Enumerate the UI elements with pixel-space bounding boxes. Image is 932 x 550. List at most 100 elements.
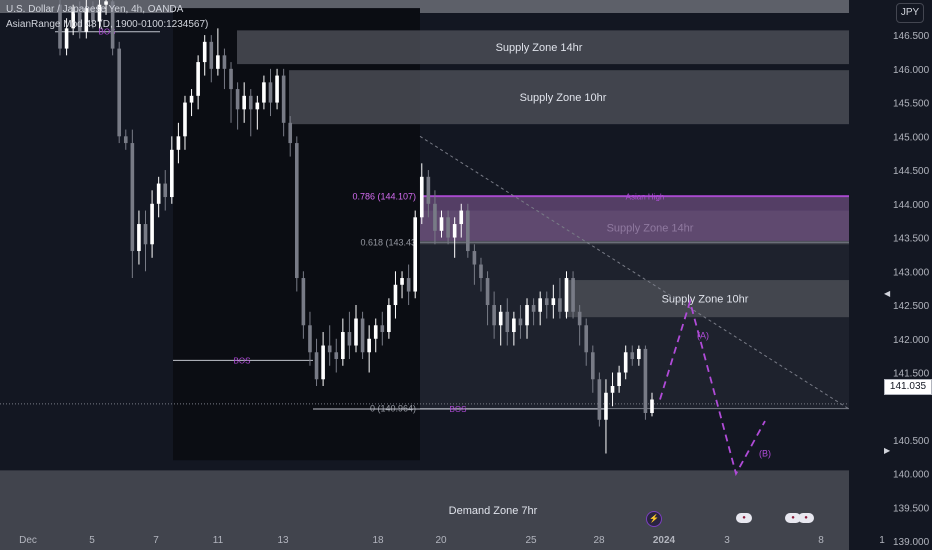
price-tick-label: 145.500 (893, 99, 930, 110)
candle-body (433, 203, 437, 231)
candle-body (387, 305, 391, 333)
candle-body (308, 325, 312, 353)
candle-body (97, 4, 102, 22)
candle-body (498, 311, 503, 326)
candle-body (189, 95, 194, 103)
price-tick-label: 139.000 (893, 537, 930, 548)
time-tick-label: 11 (213, 535, 224, 546)
price-tick-label: 144.500 (893, 166, 930, 177)
lightning-icon[interactable]: ⚡ (646, 511, 662, 527)
price-tick-label: 142.500 (893, 301, 930, 312)
time-tick-label: 3 (724, 535, 730, 546)
candle-body (439, 217, 444, 231)
currency-button[interactable]: JPY (896, 3, 924, 23)
candle-body (472, 251, 477, 265)
candle-body (525, 305, 529, 326)
candle-body (531, 305, 536, 312)
candle-body (255, 102, 260, 110)
candle-body (150, 203, 154, 245)
candle-body (413, 217, 418, 292)
candle-body (110, 1, 115, 49)
candle-body (334, 352, 339, 360)
candle-body (406, 278, 411, 292)
candle-body (327, 345, 332, 353)
arrow-right-icon: ▶ (884, 446, 891, 455)
candle-body (235, 89, 240, 110)
candle-body (137, 224, 141, 252)
candle-body (130, 143, 135, 252)
candle-body (301, 278, 306, 326)
candle-body (341, 332, 345, 360)
projection-label: (B) (759, 448, 771, 458)
candle-body (170, 149, 174, 198)
price-axis (849, 0, 932, 550)
candle-body (183, 102, 187, 137)
time-tick-label: 18 (372, 535, 384, 546)
candle-body (643, 348, 648, 414)
candle-body (123, 136, 128, 144)
candle-body (64, 28, 69, 49)
arrow-right-icon: ◀ (884, 289, 891, 298)
candle-body (590, 352, 595, 380)
candle-body (584, 325, 589, 353)
candle-body (505, 311, 510, 333)
candle-body (156, 183, 161, 204)
zone-box (565, 280, 849, 318)
flag-icon[interactable]: ● (798, 513, 814, 523)
price-tick-label: 140.000 (893, 470, 930, 481)
candle-body (617, 372, 621, 387)
time-tick-label: 20 (435, 535, 447, 546)
candle-body (564, 278, 569, 312)
zone-box (237, 30, 849, 65)
price-tick-label: 143.500 (893, 234, 930, 245)
candle-body (650, 399, 654, 414)
zone-box (289, 70, 849, 125)
candle-body (222, 55, 227, 69)
indicator-title: AsianRange Mod 48 (D, 1900-0100:1234567) (6, 19, 209, 30)
candle-body (176, 136, 181, 150)
candle-body (281, 75, 286, 123)
flag-icon[interactable]: ● (736, 513, 752, 523)
price-tick-label: 146.000 (893, 65, 930, 76)
price-tick-label: 143.000 (893, 267, 930, 278)
candle-body (347, 332, 352, 346)
time-tick-label: 28 (593, 535, 605, 546)
candle-body (623, 352, 628, 373)
candle-body (538, 298, 542, 312)
zone-label: Supply Zone 14hr (496, 42, 583, 54)
candle-body (229, 68, 233, 90)
candle-body (275, 75, 279, 103)
time-tick-label: 25 (525, 535, 537, 546)
bos-label: BOS (99, 28, 116, 37)
candle-body (610, 386, 615, 393)
candle-body (544, 298, 549, 306)
candle-body (104, 1, 108, 5)
candle-body (426, 176, 431, 204)
candle-body (202, 41, 207, 63)
time-tick-label: 8 (818, 535, 824, 546)
candle-body (209, 41, 214, 69)
zone-label: Supply Zone 10hr (662, 294, 749, 306)
candle-body (367, 338, 371, 353)
price-tick-label: 140.500 (893, 436, 930, 447)
candle-body (294, 143, 299, 279)
candle-body (242, 95, 246, 110)
fib-label: 0.618 (143.43 (360, 237, 416, 247)
current-price-tag: 141.035 (884, 379, 932, 395)
candle-body (637, 348, 641, 360)
candle-body (604, 392, 608, 420)
candle-body (380, 325, 385, 333)
bos-label: BOS (234, 356, 251, 365)
candle-body (551, 298, 556, 306)
candle-body (571, 278, 575, 312)
zone-label: Demand Zone 7hr (449, 505, 538, 517)
candle-body (288, 122, 293, 144)
projection-label: (A) (697, 330, 709, 340)
time-tick-label: 2024 (653, 535, 676, 546)
asian-range-box (420, 195, 849, 241)
candle-body (117, 48, 122, 137)
flag-icon[interactable]: ● (785, 513, 801, 523)
price-tick-label: 141.500 (893, 369, 930, 380)
